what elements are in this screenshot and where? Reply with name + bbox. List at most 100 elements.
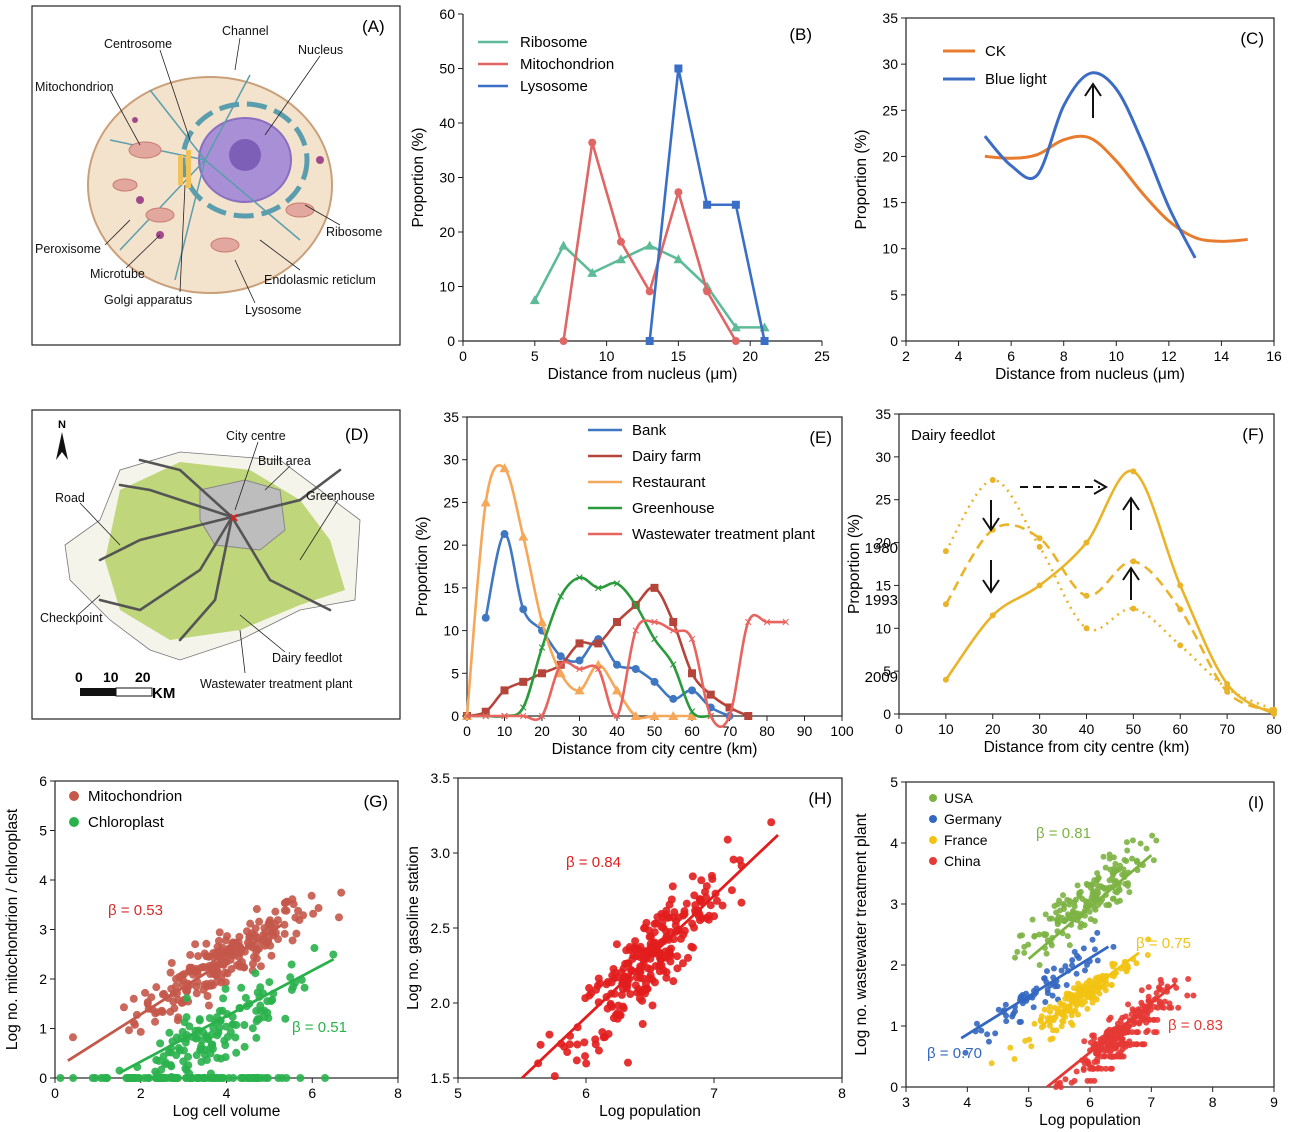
scatter-point <box>628 954 637 963</box>
data-point <box>519 605 528 614</box>
scatter-point <box>288 936 297 945</box>
scatter-point <box>669 977 678 986</box>
scatter-point <box>280 929 289 938</box>
scatter-point <box>1016 932 1023 939</box>
scatter-point <box>1112 860 1119 867</box>
data-point <box>1036 543 1043 550</box>
scatter-point <box>962 1049 969 1056</box>
scatter-point <box>1107 1065 1114 1072</box>
scatter-point <box>673 952 682 961</box>
scatter-point <box>182 1066 191 1075</box>
scatter-point <box>1149 832 1156 839</box>
beta-label: β = 0.53 <box>108 902 163 919</box>
series-line-blue-light <box>983 71 1197 259</box>
scatter-point <box>1102 987 1109 994</box>
x-tick-label: 14 <box>1214 348 1230 364</box>
scatter-point <box>264 919 273 928</box>
scatter-point <box>1060 905 1067 912</box>
scatter-point <box>1168 1004 1175 1011</box>
panel-tag: (I) <box>1248 793 1264 812</box>
scatter-point <box>1037 1016 1044 1023</box>
scatter-point <box>1081 967 1088 974</box>
scatter-point <box>1138 987 1145 994</box>
scatter-point <box>1011 1055 1018 1062</box>
scatter-point <box>1064 933 1071 940</box>
scatter-point <box>1110 854 1117 861</box>
data-point <box>631 665 640 674</box>
x-tick-label: 40 <box>1079 721 1095 737</box>
panel-a-leaders <box>104 37 341 304</box>
scatter-point <box>580 1038 589 1047</box>
scatter-point <box>1137 840 1144 847</box>
scatter-point <box>1095 1064 1102 1071</box>
scatter-point <box>1133 858 1140 865</box>
y-tick-label: 5 <box>39 823 47 839</box>
scatter-point <box>1125 1001 1132 1008</box>
data-point: ✕ <box>725 711 734 723</box>
x-tick-label: 6 <box>1007 348 1015 364</box>
scatter-point <box>1108 981 1115 988</box>
x-tick-label: 2 <box>137 1085 145 1101</box>
legend-label: Germany <box>944 811 1002 827</box>
scatter-point <box>565 1040 574 1049</box>
scatter-point <box>130 1020 139 1029</box>
x-tick-label: 8 <box>1209 1094 1217 1110</box>
chart-title: Dairy feedlot <box>911 427 996 444</box>
scatter-point <box>1041 1006 1048 1013</box>
y-axis-label: Log no. mitochondrion / chloroplast <box>4 808 21 1050</box>
scatter-point <box>143 998 152 1007</box>
x-tick-label: 0 <box>463 723 471 739</box>
scatter-point <box>1109 960 1116 967</box>
scatter-point <box>232 1021 241 1030</box>
scatter-point <box>1171 977 1178 984</box>
scatter-point <box>1091 894 1098 901</box>
scatter-point <box>287 960 296 969</box>
scatter-point <box>337 888 346 897</box>
x-tick-label: 2 <box>902 348 910 364</box>
scatter-point <box>1066 901 1073 908</box>
legend-label: Restaurant <box>632 474 706 491</box>
scatter-point <box>286 973 295 982</box>
nucleolus <box>229 139 261 171</box>
scatter-point <box>267 951 276 960</box>
legend-marker <box>929 857 937 865</box>
scatter-point <box>1126 1038 1133 1045</box>
scatter-point <box>1151 1029 1158 1036</box>
scatter-point <box>252 905 261 914</box>
data-point <box>645 287 654 296</box>
y-tick-label: 4 <box>890 835 898 851</box>
x-tick-label: 9 <box>1270 1094 1278 1110</box>
data-point <box>1224 688 1231 695</box>
data-point <box>649 711 660 720</box>
data-point <box>669 694 678 703</box>
x-tick-label: 90 <box>797 723 813 739</box>
scatter-point <box>1097 1036 1104 1043</box>
scatter-point <box>1100 1047 1107 1054</box>
data-point <box>644 240 655 250</box>
scatter-point <box>1119 1014 1126 1021</box>
beta-label: β = 0.83 <box>1168 1017 1223 1034</box>
x-tick-label: 10 <box>599 348 615 364</box>
scatter-point <box>636 942 645 951</box>
x-tick-label: 5 <box>531 348 539 364</box>
series-line-wastewater-treatment-plant <box>467 613 786 728</box>
scatter-point <box>688 919 697 928</box>
scatter-point <box>1146 1016 1153 1023</box>
scatter-point <box>1110 943 1117 950</box>
y-axis-label: Log no. gasoline station <box>405 846 422 1010</box>
scatter-point <box>197 1057 206 1066</box>
scatter-point <box>1044 986 1051 993</box>
data-point <box>518 531 529 541</box>
y-axis-label: Proportion (%) <box>846 514 863 614</box>
legend-label: Mitochondrion <box>520 56 614 73</box>
panel-tag: (F) <box>1242 425 1264 444</box>
scatter-point <box>1143 845 1150 852</box>
scatter-point <box>1153 837 1160 844</box>
scatter-point <box>1071 1077 1078 1084</box>
data-point: ✕ <box>575 664 584 676</box>
scatter-point <box>280 906 289 915</box>
scatter-point <box>659 923 668 932</box>
year-label: 1993 <box>865 592 898 609</box>
scatter-point <box>259 1013 268 1022</box>
data-point <box>645 337 654 345</box>
